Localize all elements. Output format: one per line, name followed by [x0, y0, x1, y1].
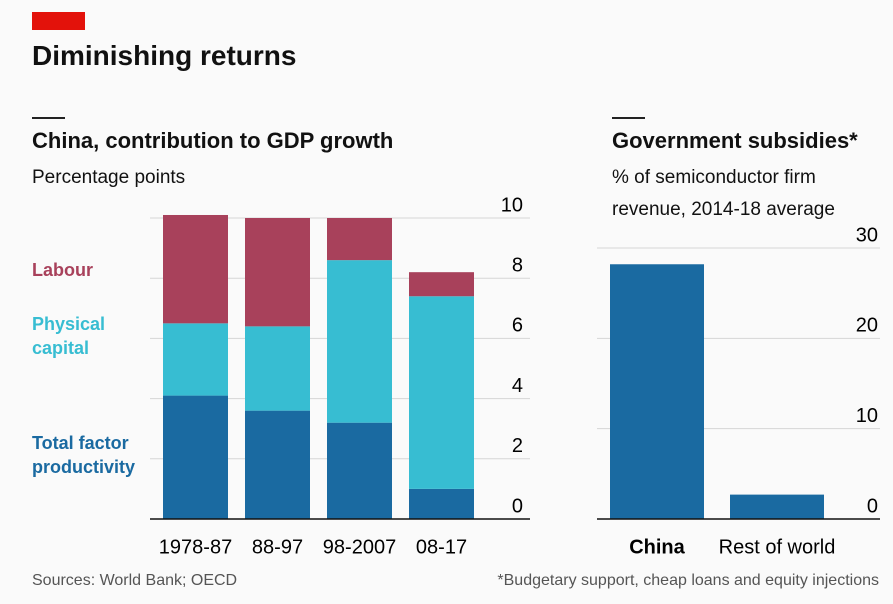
bar-segment	[163, 323, 228, 396]
bar-segment	[409, 296, 474, 489]
chart-title: Government subsidies*	[612, 128, 858, 153]
title: Diminishing returns	[32, 40, 297, 71]
bar-segment	[327, 260, 392, 423]
red-tag	[32, 12, 85, 30]
y-tick-label: 10	[501, 194, 523, 216]
bar-segment	[245, 218, 310, 327]
y-tick-label: 4	[512, 375, 523, 397]
chart-title: China, contribution to GDP growth	[32, 128, 394, 153]
y-tick-label: 30	[856, 224, 878, 246]
bar-segment	[327, 422, 392, 519]
y-tick-label: 10	[856, 405, 878, 427]
bar-segment	[409, 272, 474, 297]
x-tick-label: 1978-87	[159, 536, 232, 558]
y-tick-label: 0	[867, 495, 878, 517]
bar	[730, 494, 824, 519]
chart-subtitle: % of semiconductor firm revenue, 2014-18…	[612, 167, 835, 220]
x-tick-label: 88-97	[252, 536, 303, 558]
x-tick-label: China	[629, 536, 685, 558]
chart-subtitle: Percentage points	[32, 167, 186, 188]
bar-segment	[163, 214, 228, 324]
legend-label: Physical capital	[32, 314, 106, 358]
bar	[610, 264, 704, 519]
x-tick-label: 98-2007	[323, 536, 396, 558]
y-tick-label: 20	[856, 315, 878, 337]
legend-label: Total factor productivity	[32, 433, 136, 477]
x-tick-label: 08-17	[416, 536, 467, 558]
footnote: *Budgetary support, cheap loans and equi…	[497, 572, 879, 589]
y-tick-label: 2	[512, 435, 523, 457]
x-tick-label: Rest of world	[719, 536, 836, 558]
bar-segment	[327, 218, 392, 261]
legend-label: Labour	[32, 260, 93, 280]
bar-segment	[245, 326, 310, 411]
sources: Sources: World Bank; OECD	[32, 572, 238, 589]
y-tick-label: 8	[512, 254, 523, 276]
y-tick-label: 6	[512, 315, 523, 337]
bar-segment	[245, 410, 310, 519]
bar-segment	[163, 395, 228, 519]
y-tick-label: 0	[512, 495, 523, 517]
bar-segment	[409, 488, 474, 519]
